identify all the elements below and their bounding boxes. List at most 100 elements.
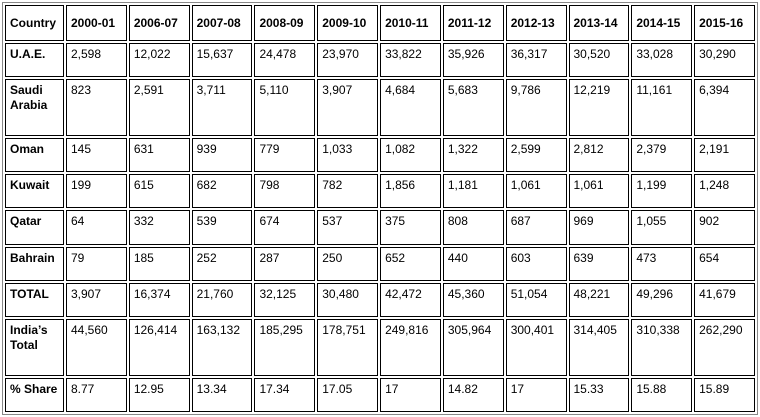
table-cell: 17: [505, 377, 567, 412]
header-cell: 2006-07: [128, 5, 190, 41]
table-cell: 2,379: [631, 137, 693, 173]
header-cell: 2014-15: [631, 5, 693, 41]
table-cell: 1,856: [380, 174, 441, 209]
table-cell: 375: [380, 210, 441, 245]
table-cell: 1,322: [442, 137, 504, 173]
table-cell: 654: [694, 246, 755, 281]
table-cell: 631: [128, 137, 190, 173]
table-cell: 79: [66, 246, 127, 281]
table-cell: 36,317: [505, 43, 567, 78]
row-label: Oman: [5, 137, 64, 173]
row-label: U.A.E.: [5, 43, 64, 78]
table-cell: 5,110: [254, 79, 316, 136]
table-body: Country 2000-01 2006-07 2007-08 2008-09 2009-…: [5, 5, 755, 412]
table-row: % Share 8.77 12.95 13.34 17.34 17.05 17 14.82 17…: [5, 377, 755, 412]
table-cell: 12.95: [128, 377, 190, 412]
table-cell: 779: [254, 137, 316, 173]
table-cell: 3,907: [317, 79, 379, 136]
table-row: Oman 145 631 939 779 1,033 1,082 1,322 2,599 2,81…: [5, 137, 755, 173]
table-row: U.A.E. 2,598 12,022 15,637 24,478 23,970 33,82…: [5, 43, 755, 78]
table-cell: 674: [254, 210, 316, 245]
table-row: Saudi Arabia 823 2,591 3,711 5,110 3,907 4,684…: [5, 79, 755, 136]
table-cell: 30,290: [694, 43, 755, 78]
table-cell: 808: [442, 210, 504, 245]
table-cell: 51,054: [505, 282, 567, 318]
table-cell: 41,679: [694, 282, 755, 318]
table-cell: 2,598: [66, 43, 127, 78]
table-cell: 30,520: [568, 43, 630, 78]
row-label: TOTAL: [5, 282, 64, 318]
table-row: Qatar 64 332 539 674 537 375 808 687 969 1,055 902: [5, 210, 755, 245]
table-cell: 4,684: [380, 79, 441, 136]
table-cell: 17: [380, 377, 441, 412]
table-cell: 17.34: [254, 377, 316, 412]
table-cell: 473: [631, 246, 693, 281]
header-cell: 2008-09: [254, 5, 316, 41]
header-cell: 2000-01: [66, 5, 127, 41]
table-cell: 145: [66, 137, 127, 173]
table-cell: 30,480: [317, 282, 379, 318]
row-label: India’s Total: [5, 319, 64, 376]
table-cell: 902: [694, 210, 755, 245]
table-cell: 252: [191, 246, 253, 281]
table-cell: 310,338: [631, 319, 693, 376]
table-cell: 15,637: [191, 43, 253, 78]
table-cell: 639: [568, 246, 630, 281]
table-cell: 603: [505, 246, 567, 281]
header-cell: 2009-10: [317, 5, 379, 41]
table-cell: 48,221: [568, 282, 630, 318]
table-cell: 33,822: [380, 43, 441, 78]
table-cell: 9,786: [505, 79, 567, 136]
table-cell: 8.77: [66, 377, 127, 412]
table-cell: 782: [317, 174, 379, 209]
table-cell: 539: [191, 210, 253, 245]
row-label: Bahrain: [5, 246, 64, 281]
table-cell: 44,560: [66, 319, 127, 376]
header-cell: 2010-11: [380, 5, 441, 41]
table-cell: 1,199: [631, 174, 693, 209]
row-label: % Share: [5, 377, 64, 412]
table-cell: 24,478: [254, 43, 316, 78]
table-cell: 682: [191, 174, 253, 209]
table-cell: 305,964: [442, 319, 504, 376]
table-cell: 11,161: [631, 79, 693, 136]
row-label: Qatar: [5, 210, 64, 245]
table-cell: 798: [254, 174, 316, 209]
table-cell: 5,683: [442, 79, 504, 136]
header-cell: 2012-13: [505, 5, 567, 41]
table-cell: 1,248: [694, 174, 755, 209]
table-cell: 185: [128, 246, 190, 281]
table-cell: 32,125: [254, 282, 316, 318]
table-cell: 12,219: [568, 79, 630, 136]
table-cell: 250: [317, 246, 379, 281]
table-cell: 6,394: [694, 79, 755, 136]
table-cell: 1,082: [380, 137, 441, 173]
table-cell: 15.33: [568, 377, 630, 412]
table-cell: 2,812: [568, 137, 630, 173]
table-cell: 262,290: [694, 319, 755, 376]
table-cell: 1,061: [568, 174, 630, 209]
header-cell: 2007-08: [191, 5, 253, 41]
table-cell: 652: [380, 246, 441, 281]
table-cell: 969: [568, 210, 630, 245]
table-cell: 23,970: [317, 43, 379, 78]
table-cell: 185,295: [254, 319, 316, 376]
row-label: Saudi Arabia: [5, 79, 64, 136]
header-row: Country 2000-01 2006-07 2007-08 2008-09 2009-…: [5, 5, 755, 41]
table-cell: 615: [128, 174, 190, 209]
table-cell: 1,033: [317, 137, 379, 173]
table-cell: 16,374: [128, 282, 190, 318]
table-cell: 17.05: [317, 377, 379, 412]
table-cell: 332: [128, 210, 190, 245]
table-cell: 823: [66, 79, 127, 136]
table-cell: 126,414: [128, 319, 190, 376]
table-cell: 14.82: [442, 377, 504, 412]
header-cell: 2015-16: [694, 5, 755, 41]
table-cell: 15.88: [631, 377, 693, 412]
header-cell: 2011-12: [442, 5, 504, 41]
table-cell: 2,591: [128, 79, 190, 136]
table-cell: 249,816: [380, 319, 441, 376]
table-cell: 314,405: [568, 319, 630, 376]
table-cell: 49,296: [631, 282, 693, 318]
